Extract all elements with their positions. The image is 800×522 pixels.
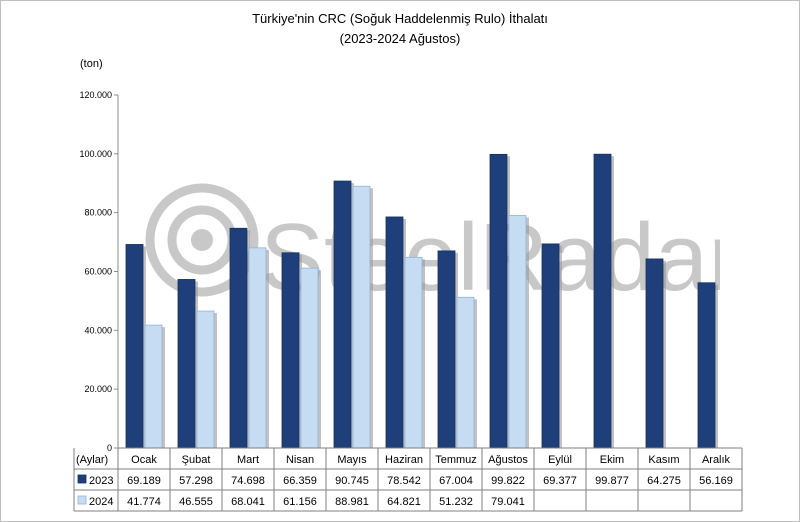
legend-swatch-2023 [77,474,87,484]
data-label: 99.822 [491,475,525,487]
bar-2023-8 [541,243,560,449]
data-label: 56.169 [699,475,733,487]
bar-2023-10 [645,258,664,449]
bar-2024-5 [404,256,423,449]
x-category-label: Şubat [182,454,211,466]
bar-2024-3 [300,267,319,449]
bar-2024-6 [456,296,475,449]
x-category-label: Eylül [548,454,572,466]
data-label: 99.877 [595,475,629,487]
y-axis-unit: (ton) [80,58,103,70]
chart-subtitle: (2023-2024 Ağustos) [339,31,461,46]
x-category-label: Temmuz [435,454,477,466]
x-category-label: Kasım [648,454,679,466]
legend-swatch-2024 [77,495,87,505]
data-label: 66.359 [283,475,317,487]
legend-label-2024: 2024 [89,496,113,508]
bar-2024-0 [144,324,163,449]
data-label: 41.774 [127,496,161,508]
bar-2023-7 [489,153,508,449]
data-label: 57.298 [179,475,213,487]
bar-2024-7 [508,215,527,449]
bar-2023-4 [333,180,352,449]
y-tick-label: 80.000 [84,208,112,218]
data-label: 69.377 [543,475,577,487]
data-label: 61.156 [283,496,317,508]
bar-2024-1 [196,310,215,449]
data-label: 68.041 [231,496,265,508]
data-label: 46.555 [179,496,213,508]
y-tick-label: 20.000 [84,384,112,394]
x-category-label: Haziran [385,454,423,466]
data-label: 90.745 [335,475,369,487]
chart-title: Türkiye'nin CRC (Soğuk Haddelenmiş Rulo)… [252,11,548,26]
bar-2024-2 [248,247,267,449]
y-tick-label: 100.000 [79,149,112,159]
bar-2023-1 [177,279,196,449]
x-category-label: Ağustos [488,454,528,466]
x-category-label: Ocak [131,454,157,466]
bar-2023-9 [593,153,612,449]
table-header-label: (Aylar) [76,454,108,466]
data-label: 64.275 [647,475,681,487]
bar-2024-4 [352,185,371,449]
x-category-label: Mayıs [337,454,367,466]
bar-2023-2 [229,227,248,449]
bar-2023-5 [385,216,404,449]
data-label: 79.041 [491,496,525,508]
data-label: 78.542 [387,475,421,487]
x-category-label: Nisan [286,454,314,466]
data-label: 51.232 [439,496,473,508]
y-tick-label: 60.000 [84,267,112,277]
data-label: 74.698 [231,475,265,487]
bar-2023-6 [437,250,456,449]
bar-2023-11 [697,282,716,449]
data-label: 64.821 [387,496,421,508]
bar-2023-3 [281,252,300,449]
x-category-label: Aralık [702,454,731,466]
data-label: 88.981 [335,496,369,508]
data-label: 67.004 [439,475,473,487]
y-tick-label: 120.000 [79,90,112,100]
bar-2023-0 [125,244,144,449]
legend-label-2023: 2023 [89,475,113,487]
y-tick-label: 40.000 [84,325,112,335]
data-label: 69.189 [127,475,161,487]
x-category-label: Mart [237,454,259,466]
x-category-label: Ekim [600,454,624,466]
y-tick-label: 0 [107,443,112,453]
